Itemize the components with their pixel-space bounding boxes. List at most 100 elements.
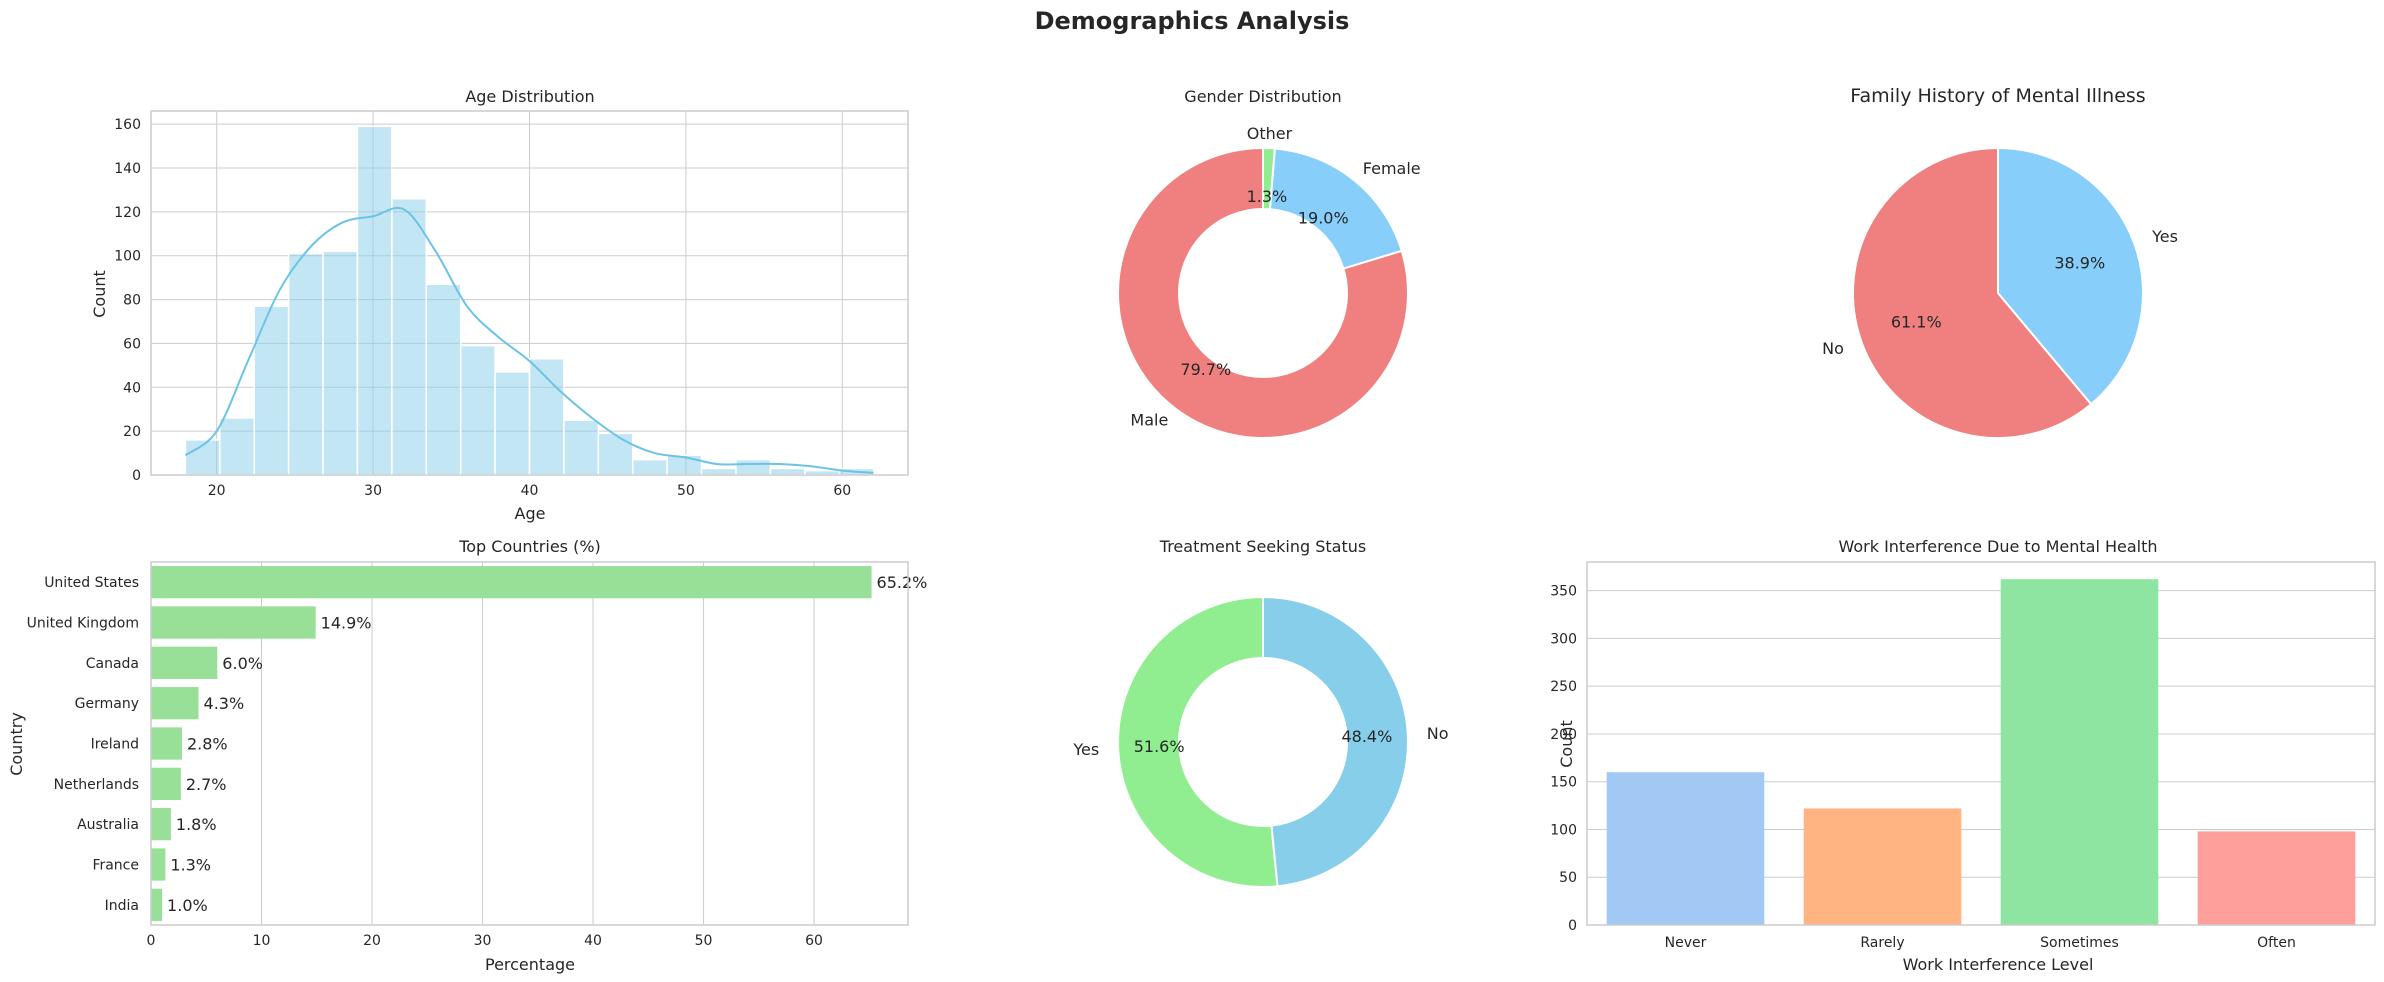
family-slice: [1997, 146, 2144, 406]
age-histogram-bar: [597, 432, 634, 476]
gender-slice-label: Female: [1363, 159, 1421, 178]
age-y-tick-label: 80: [123, 293, 141, 309]
age-histogram-bar: [459, 344, 496, 476]
age-histogram-bar: [356, 125, 393, 476]
treatment-slice-percent: 48.4%: [1341, 727, 1392, 746]
country-tick-label: United Kingdom: [27, 616, 139, 632]
country-bar: [151, 888, 163, 921]
countries-y-axis-label: Country: [7, 712, 26, 776]
age-axes-frame: [150, 110, 909, 476]
age-x-tick-label: 30: [364, 483, 382, 499]
age-histogram-bar: [700, 467, 737, 476]
age-x-axis-label: Age: [515, 504, 546, 523]
age-histogram-bar: [528, 358, 565, 476]
work-axes-frame: [1586, 561, 2376, 926]
work-y-tick-label: 100: [1550, 822, 1577, 838]
country-value-label: 2.8%: [187, 735, 228, 754]
age-y-tick-label: 160: [114, 117, 141, 133]
treatment-slice-label: Yes: [1072, 740, 1099, 759]
country-bar: [151, 808, 171, 841]
treatment-slice: [1262, 595, 1409, 888]
work-x-tick-label: Never: [1665, 935, 1707, 951]
gender-slice: [1262, 146, 1276, 211]
country-value-label: 1.8%: [176, 815, 217, 834]
country-value-label: 14.9%: [321, 614, 372, 633]
work-x-axis-label: Work Interference Level: [1903, 955, 2094, 974]
treatment-slice: [1117, 595, 1279, 888]
work-y-tick-label: 250: [1550, 679, 1577, 695]
work-y-axis-label: Count: [1557, 720, 1576, 768]
work-x-tick-label: Often: [2257, 935, 2296, 951]
age-histogram-bar: [391, 197, 428, 476]
age-x-tick-label: 40: [521, 483, 539, 499]
work-chart-title: Work Interference Due to Mental Health: [1838, 537, 2157, 556]
family-slice: [1852, 146, 2093, 439]
age-histogram-bar: [253, 305, 290, 476]
age-histogram-bar: [666, 454, 703, 476]
age-y-tick-label: 40: [123, 380, 141, 396]
work-y-tick-label: 300: [1550, 631, 1577, 647]
work-x-tick-label: Sometimes: [2040, 935, 2119, 951]
age-y-tick-label: 100: [114, 249, 141, 265]
work-bar: [2197, 831, 2356, 925]
countries-x-tick-label: 50: [695, 933, 713, 949]
family-slice-percent: 61.1%: [1891, 313, 1942, 332]
country-value-label: 1.0%: [167, 896, 208, 915]
countries-x-tick-label: 0: [147, 933, 156, 949]
age-y-tick-label: 120: [114, 205, 141, 221]
work-y-tick-label: 50: [1559, 870, 1577, 886]
gender-slice-label: Male: [1130, 411, 1168, 430]
age-x-tick-label: 50: [677, 483, 695, 499]
countries-x-tick-label: 20: [363, 933, 381, 949]
work-bar: [1606, 772, 1765, 925]
country-value-label: 6.0%: [222, 654, 263, 673]
country-value-label: 65.2%: [877, 573, 928, 592]
countries-x-tick-label: 60: [805, 933, 823, 949]
age-chart-title: Age Distribution: [465, 87, 594, 106]
age-histogram-bar: [769, 467, 806, 476]
treatment-slice-label: No: [1427, 724, 1449, 743]
gender-slice-percent: 79.7%: [1180, 360, 1231, 379]
countries-axes-frame: [150, 561, 909, 926]
gender-slice-label: Other: [1247, 124, 1293, 143]
age-histogram-bar: [287, 252, 324, 476]
country-tick-label: Canada: [86, 656, 139, 672]
country-tick-label: India: [105, 898, 139, 914]
age-x-tick-label: 60: [833, 483, 851, 499]
age-histogram-bar: [322, 250, 359, 476]
treatment-status-chart: Treatment Seeking Status Yes 51.6% No 48.4%: [1072, 537, 1449, 888]
family-chart-title: Family History of Mental Illness: [1850, 85, 2145, 107]
country-bar: [151, 566, 872, 599]
age-x-tick-label: 20: [208, 483, 226, 499]
country-bar: [151, 727, 182, 760]
country-tick-label: Netherlands: [54, 777, 139, 793]
age-histogram-bar: [563, 419, 600, 476]
age-histogram-bar: [494, 371, 531, 476]
gender-slice: [1117, 146, 1409, 439]
age-histogram-bar: [219, 417, 255, 476]
age-y-tick-label: 0: [132, 468, 141, 484]
age-histogram-bar: [631, 458, 668, 476]
countries-x-tick-label: 10: [253, 933, 271, 949]
family-slice-label: Yes: [2151, 227, 2178, 246]
age-y-axis-label: Count: [90, 270, 109, 318]
treatment-chart-title: Treatment Seeking Status: [1159, 537, 1366, 556]
age-histogram-bar: [735, 458, 772, 476]
countries-chart-title: Top Countries (%): [458, 537, 601, 556]
countries-x-axis-label: Percentage: [485, 955, 575, 974]
age-y-tick-label: 20: [123, 424, 141, 440]
gender-slice-percent: 1.3%: [1247, 187, 1288, 206]
country-bar: [151, 767, 181, 800]
work-y-tick-label: 200: [1550, 727, 1577, 743]
age-distribution-chart: Age Distribution Age Count 20 30 40 50 60 0 20…: [90, 87, 909, 523]
countries-x-tick-label: 30: [474, 933, 492, 949]
country-value-label: 1.3%: [170, 856, 211, 875]
top-countries-chart: Top Countries (%) Percentage Country 0 10…: [7, 537, 927, 974]
gender-chart-title: Gender Distribution: [1184, 87, 1341, 106]
country-tick-label: Germany: [75, 696, 139, 712]
work-bar: [2000, 579, 2159, 925]
country-bar: [151, 687, 199, 720]
age-y-tick-label: 140: [114, 161, 141, 177]
work-interference-chart: Work Interference Due to Mental Health W…: [1550, 537, 2376, 974]
